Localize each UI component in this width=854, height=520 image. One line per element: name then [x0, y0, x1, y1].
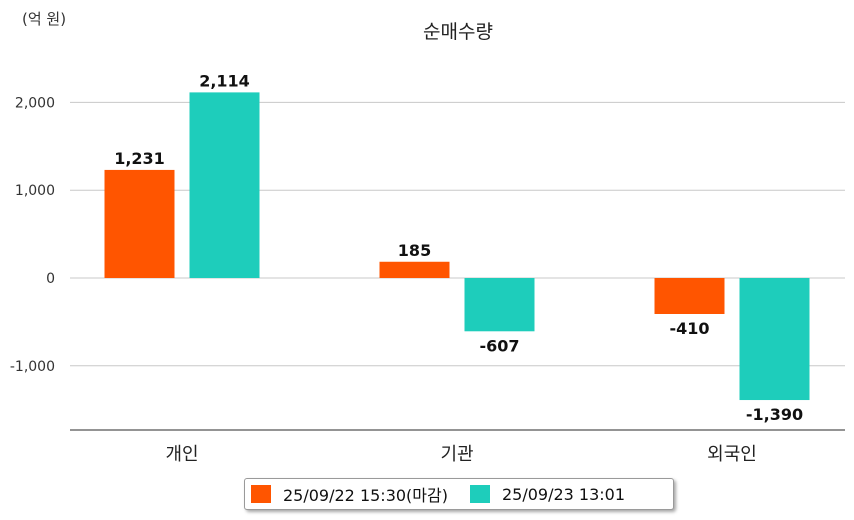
x-category-label: 기관 [440, 444, 473, 465]
chart-title: 순매수량 [423, 21, 493, 43]
legend-item-series-1[interactable]: 25/09/22 15:30(마감) [251, 479, 448, 509]
data-label: -607 [479, 336, 519, 355]
legend-swatch-series-1 [251, 485, 271, 503]
bar-1-3 [654, 278, 725, 314]
legend-swatch-series-2 [469, 485, 490, 503]
chart: (억 원) 순매수량 2,000 1,000 0 -1,000 1,231 185 -41… [10, 10, 845, 465]
data-label: -410 [669, 319, 709, 338]
data-label: -1,390 [746, 405, 803, 424]
legend-item-series-2[interactable]: 25/09/23 13:01 [469, 479, 626, 509]
bar-1-1 [104, 169, 175, 278]
y-axis-ticks: 2,000 1,000 0 -1,000 [10, 95, 55, 374]
y-tick-label: 0 [46, 271, 55, 287]
bars [104, 92, 810, 401]
unit-label: (억 원) [22, 10, 66, 28]
legend: 25/09/22 15:30(마감) 25/09/23 13:01 [244, 478, 674, 510]
bar-1-2 [379, 261, 450, 278]
bar-2-2 [464, 278, 535, 332]
y-tick-label: 1,000 [15, 183, 55, 199]
x-category-label: 외국인 [707, 444, 757, 465]
x-category-label: 개인 [165, 444, 198, 465]
x-axis-categories: 개인 기관 외국인 [165, 444, 756, 465]
data-label: 2,114 [199, 71, 250, 90]
bar-2-3 [739, 278, 810, 401]
legend-label-series-1: 25/09/22 15:30(마감) [283, 486, 448, 505]
y-tick-label: -1,000 [10, 359, 55, 375]
data-label: 185 [398, 241, 431, 260]
gridlines [70, 101, 845, 367]
bar-2-1 [189, 92, 260, 278]
legend-label-series-2: 25/09/23 13:01 [501, 484, 626, 504]
data-labels: 1,231 185 -410 2,114 -607 -1,390 [114, 71, 803, 424]
data-label: 1,231 [114, 149, 165, 168]
y-tick-label: 2,000 [15, 95, 55, 111]
